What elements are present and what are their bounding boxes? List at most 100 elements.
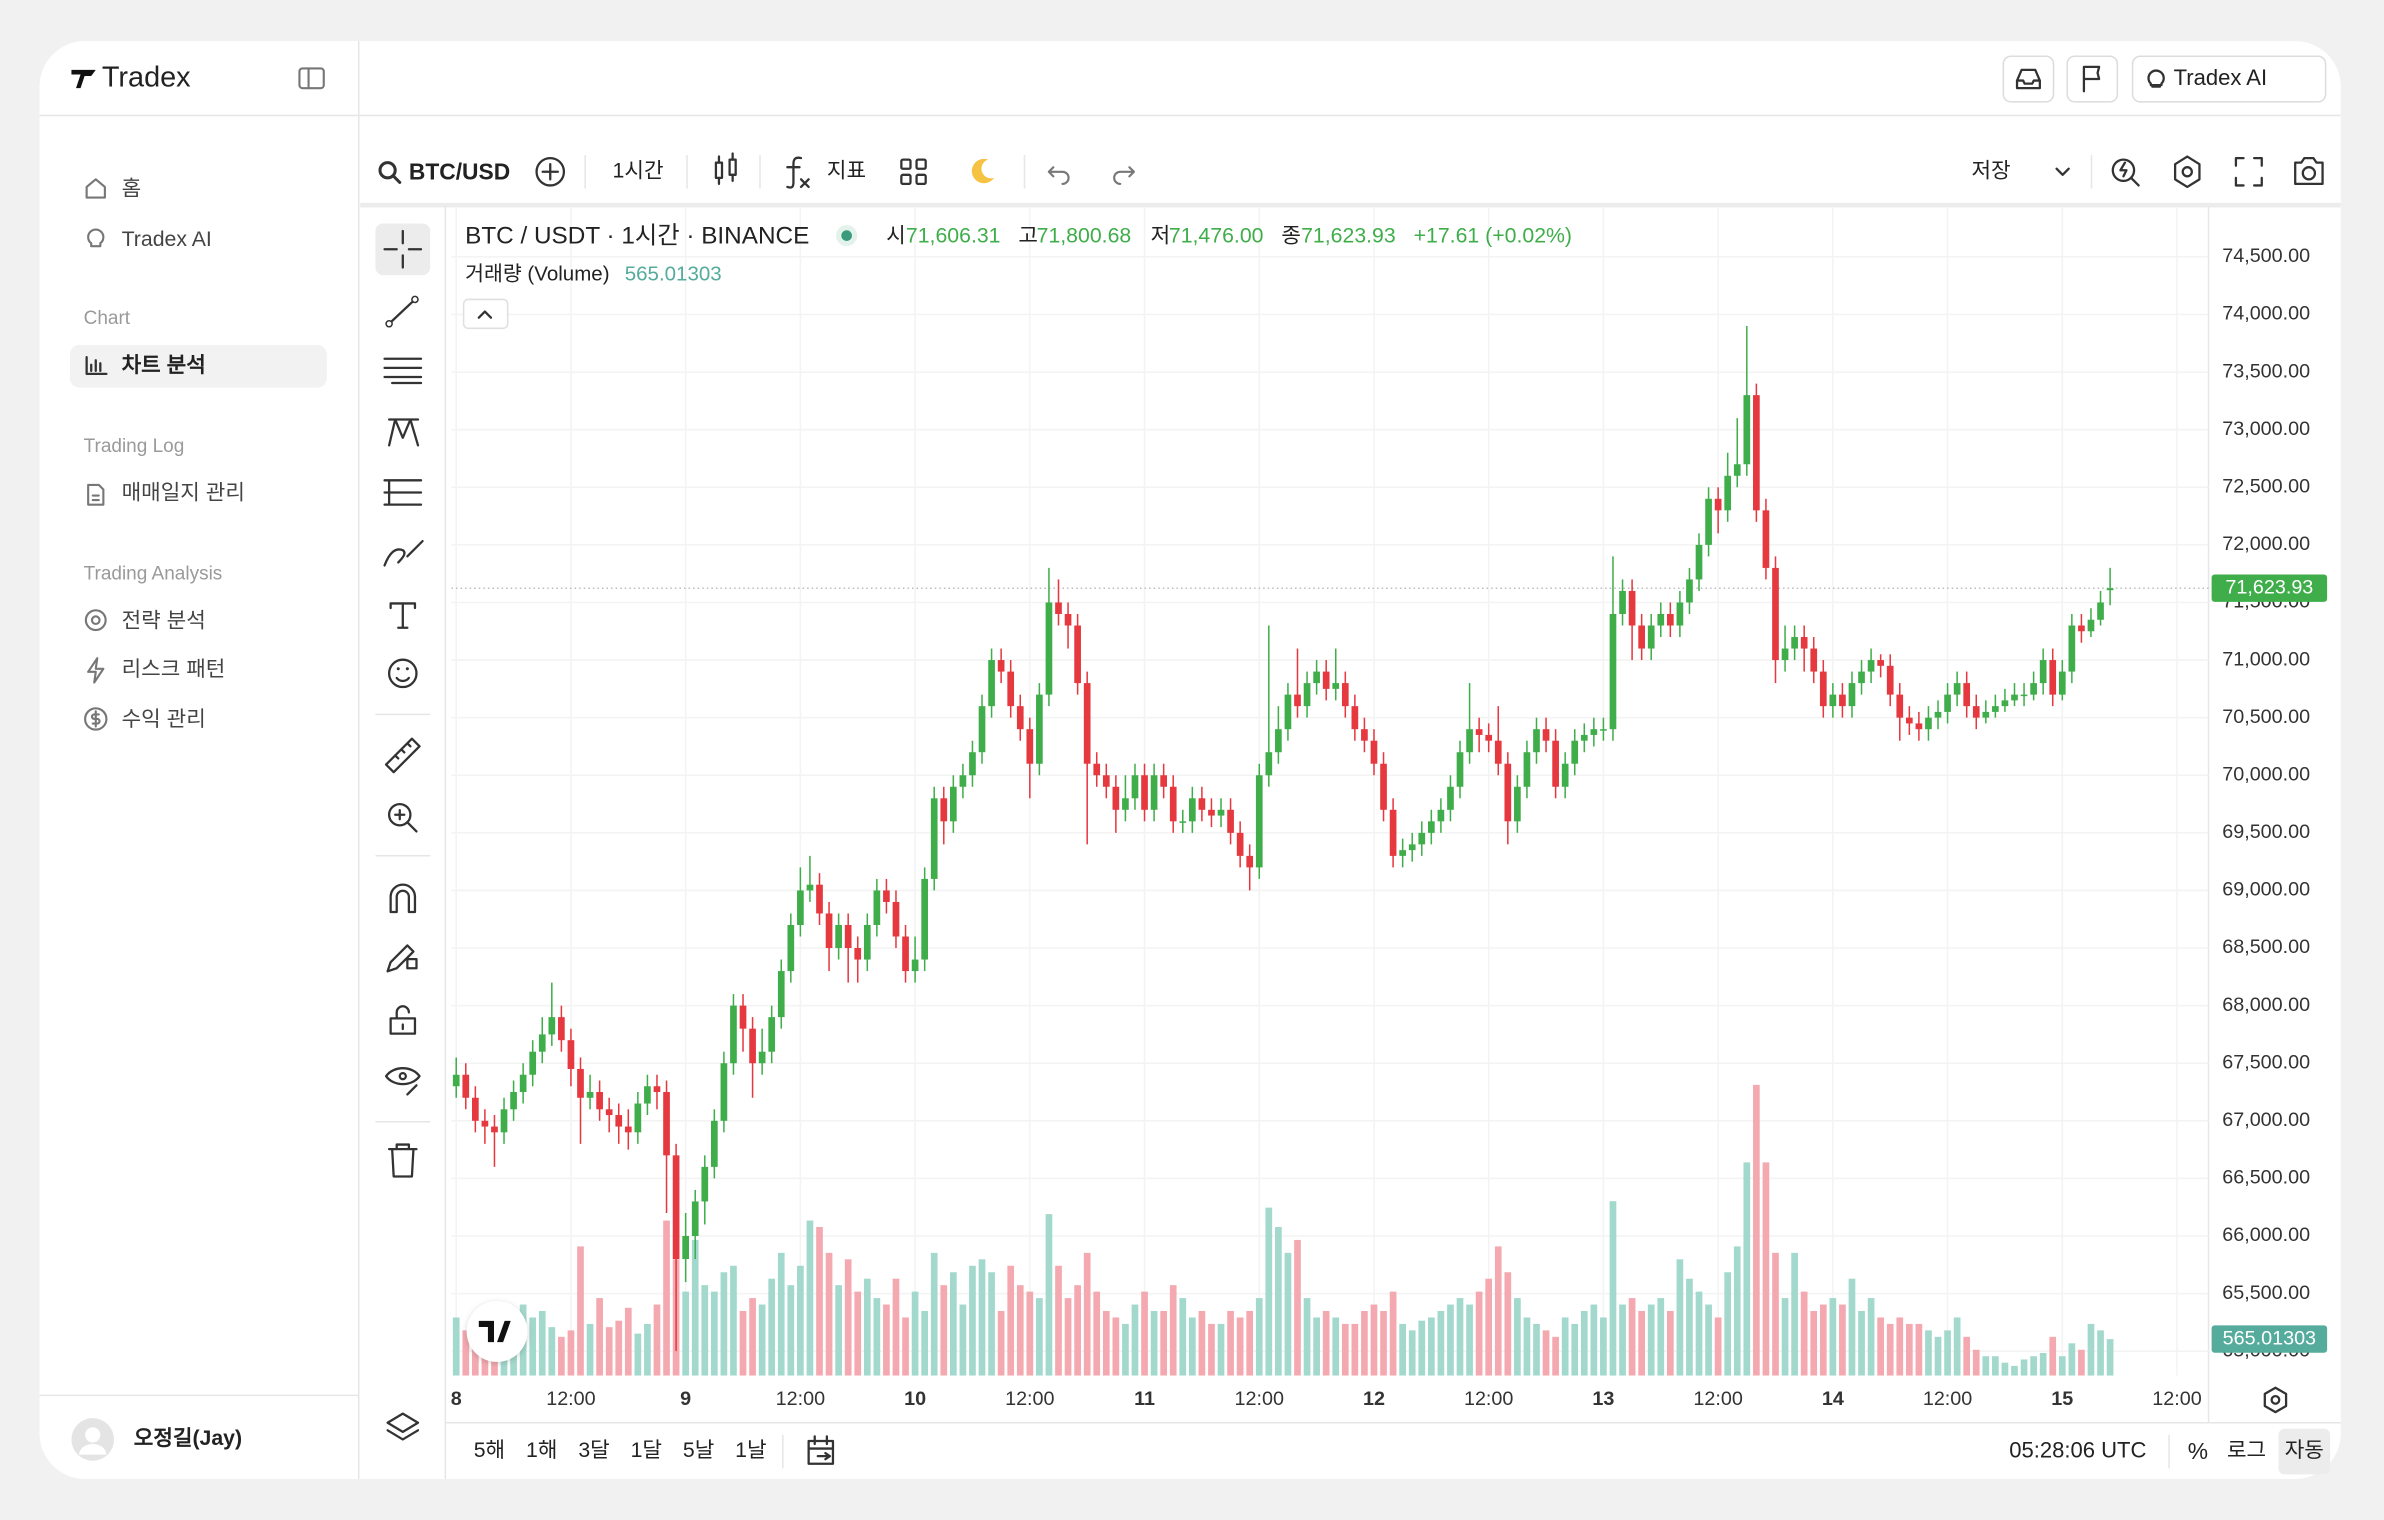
candle-body	[1743, 395, 1751, 465]
candle-body	[1064, 613, 1072, 626]
volume-bar	[1867, 1298, 1875, 1376]
ai-button[interactable]	[2131, 55, 2327, 103]
chart-style[interactable]	[714, 152, 737, 186]
undo[interactable]	[1047, 166, 1070, 185]
range-button[interactable]: 5해	[474, 1438, 505, 1462]
nav-item[interactable]: 매매일지 관리	[122, 481, 245, 505]
tool-ruler[interactable]	[384, 737, 421, 774]
tool-projection[interactable]	[383, 479, 423, 506]
range-button[interactable]: 5날	[683, 1438, 714, 1462]
volume-bar	[634, 1333, 642, 1376]
tool-brush[interactable]	[383, 539, 424, 567]
layout-icon[interactable]	[900, 158, 927, 186]
y-tick-label: 66,500.00	[2222, 1167, 2310, 1189]
volume-bar	[1724, 1272, 1732, 1376]
candle-body	[1380, 763, 1387, 810]
candle-body	[1839, 694, 1846, 707]
tool-lock-draw[interactable]	[386, 944, 418, 973]
tool-trendline[interactable]	[385, 295, 419, 328]
fullscreen[interactable]	[2234, 156, 2263, 187]
brand-logo	[71, 69, 96, 89]
status-dot	[841, 230, 852, 241]
nav-item[interactable]: 리스크 패턴	[122, 657, 226, 681]
axis-settings[interactable]	[2263, 1386, 2288, 1414]
range-button[interactable]: 1해	[526, 1438, 557, 1462]
sidebar-toggle[interactable]	[298, 67, 325, 90]
x-tick-label: 10	[904, 1388, 926, 1410]
inbox-button[interactable]	[2002, 55, 2055, 103]
x-axis: 8 12:00 9 12:00 10 12:00 11 12:00 12 12:00 13 12:00…	[451, 1388, 2201, 1410]
candle-body	[1992, 706, 1999, 712]
tool-fib[interactable]	[383, 357, 423, 385]
search-icon[interactable]	[378, 161, 402, 184]
candle-body	[902, 936, 909, 972]
candle-body	[1122, 798, 1129, 810]
tool-magnet[interactable]	[389, 883, 417, 914]
volume-bar	[1322, 1311, 1330, 1376]
nav-active-bg	[69, 345, 327, 388]
flag-button[interactable]	[2066, 55, 2119, 103]
tool-emoji[interactable]	[387, 658, 418, 689]
volume-bar	[1561, 1317, 1569, 1376]
candle-body	[663, 1092, 670, 1156]
save[interactable]: 저장	[1971, 158, 2010, 182]
tool-visibility[interactable]	[384, 1067, 421, 1096]
range-button[interactable]: 3달	[578, 1438, 609, 1462]
volume-bar	[1743, 1162, 1751, 1376]
quick-search[interactable]	[2111, 158, 2140, 187]
y-tick-label: 65,500.00	[2222, 1282, 2310, 1304]
tool-unlock[interactable]	[389, 1005, 417, 1035]
candle-body	[1007, 671, 1015, 707]
log-icon	[87, 483, 105, 506]
settings[interactable]	[2173, 155, 2201, 189]
indicators[interactable]: 지표	[827, 158, 866, 182]
ai-button-label[interactable]: Tradex AI	[2174, 65, 2267, 90]
goto-date[interactable]	[807, 1435, 835, 1465]
candle-body	[1294, 694, 1301, 707]
volume-bar	[1341, 1323, 1349, 1376]
candle-body	[863, 924, 871, 960]
range-button[interactable]: 1달	[631, 1438, 662, 1462]
volume-bar	[749, 1298, 756, 1376]
volume-bar	[1466, 1304, 1473, 1376]
redo[interactable]	[1113, 166, 1135, 185]
theme-toggle[interactable]	[971, 158, 995, 184]
user-name[interactable]: 오정길(Jay)	[134, 1426, 242, 1450]
indicator-icon[interactable]	[786, 156, 810, 189]
auto-toggle[interactable]: 자동	[2285, 1438, 2324, 1462]
tool-pattern[interactable]	[387, 418, 420, 447]
range-button[interactable]: 1날	[735, 1438, 766, 1462]
interval[interactable]: 1시간	[613, 158, 664, 182]
tool-layers[interactable]	[386, 1412, 420, 1441]
tool-trash[interactable]	[387, 1143, 418, 1178]
volume-bar	[2039, 1352, 2047, 1376]
tool-zoom[interactable]	[387, 802, 418, 833]
tv-logo[interactable]	[466, 1301, 528, 1362]
nav-item[interactable]: 전략 분석	[122, 608, 206, 632]
nav-item[interactable]: Tradex AI	[122, 227, 212, 251]
volume-bar	[1494, 1246, 1502, 1376]
nav-item[interactable]: 수익 관리	[122, 707, 206, 731]
volume-bar	[797, 1265, 804, 1376]
nav-item[interactable]: 차트 분석	[122, 353, 206, 377]
volume-bar	[863, 1278, 871, 1376]
volume-bar	[1112, 1317, 1120, 1376]
symbol[interactable]: BTC/USD	[409, 158, 510, 184]
candle-body	[701, 1166, 709, 1202]
tool-text[interactable]	[389, 602, 417, 629]
log-toggle[interactable]: 로그	[2227, 1438, 2266, 1462]
volume-value: 565.01303	[625, 263, 722, 286]
tool-crosshair[interactable]	[383, 229, 423, 269]
volume-bar	[577, 1246, 584, 1376]
volume-bar	[1829, 1298, 1837, 1376]
nav-item[interactable]: 홈	[122, 177, 142, 201]
save-menu[interactable]	[2055, 167, 2070, 176]
add-symbol[interactable]	[535, 156, 566, 187]
volume-bar	[739, 1311, 747, 1376]
percent-toggle[interactable]: %	[2188, 1438, 2208, 1464]
legend-collapse[interactable]	[462, 298, 509, 330]
candle-body	[854, 948, 862, 960]
snapshot[interactable]	[2294, 156, 2324, 186]
candle-body	[1724, 475, 1732, 511]
